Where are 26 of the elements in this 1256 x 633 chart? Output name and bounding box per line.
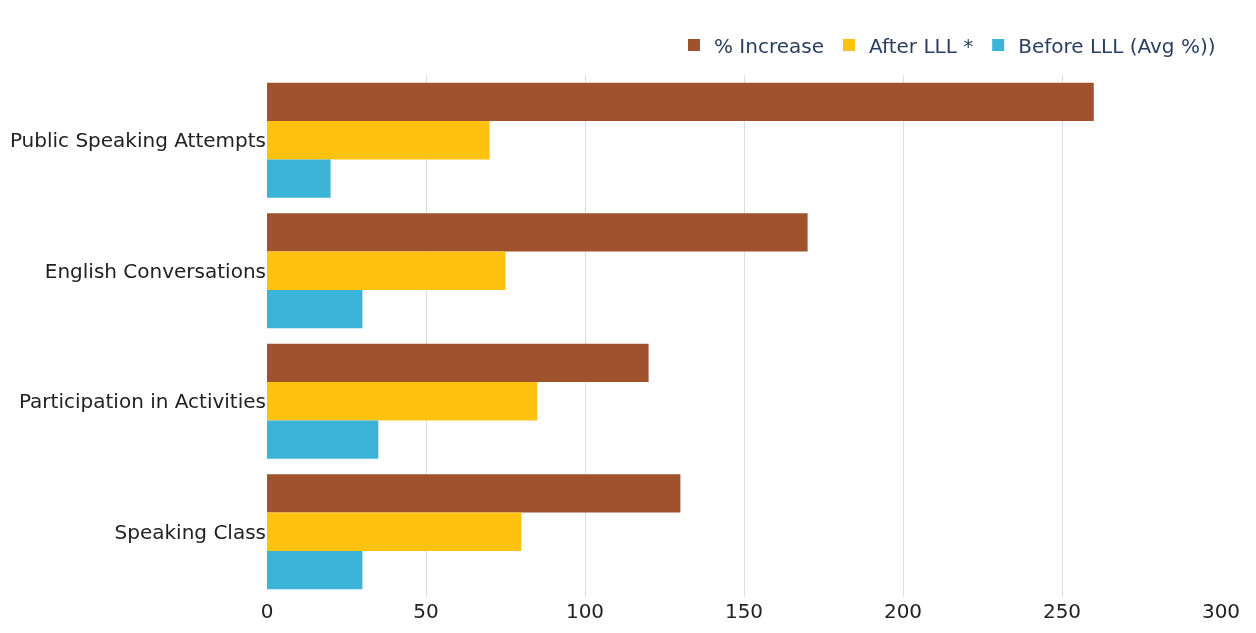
x-tick-label: 250: [1042, 599, 1082, 623]
bar: [267, 343, 649, 383]
x-tick-label: 100: [565, 599, 605, 623]
y-tick-label: Public Speaking Attempts: [9, 128, 266, 153]
bar: [267, 159, 331, 198]
bar: [267, 289, 363, 329]
x-tick-label: 0: [260, 599, 274, 623]
x-tick-label: 50: [413, 599, 439, 623]
bar: [267, 82, 1094, 122]
bar: [267, 474, 681, 513]
bar: [267, 550, 363, 590]
bar: [267, 213, 808, 252]
x-tick-label: 150: [724, 599, 764, 623]
y-tick-label: English Conversations: [44, 258, 266, 283]
bar: [267, 420, 379, 459]
x-tick-label: 300: [1201, 599, 1241, 623]
legend-label: Before LLL (Avg %)): [1018, 33, 1216, 58]
x-tick-label: 200: [883, 599, 923, 623]
y-tick-label: Speaking Class: [114, 519, 266, 544]
bar: [267, 121, 490, 160]
bar: [267, 382, 538, 421]
bar: [267, 251, 506, 290]
bar: [267, 512, 522, 551]
legend-label: After LLL *: [869, 33, 974, 58]
legend-label: % Increase: [714, 33, 824, 58]
y-tick-label: Participation in Activities: [18, 389, 266, 414]
